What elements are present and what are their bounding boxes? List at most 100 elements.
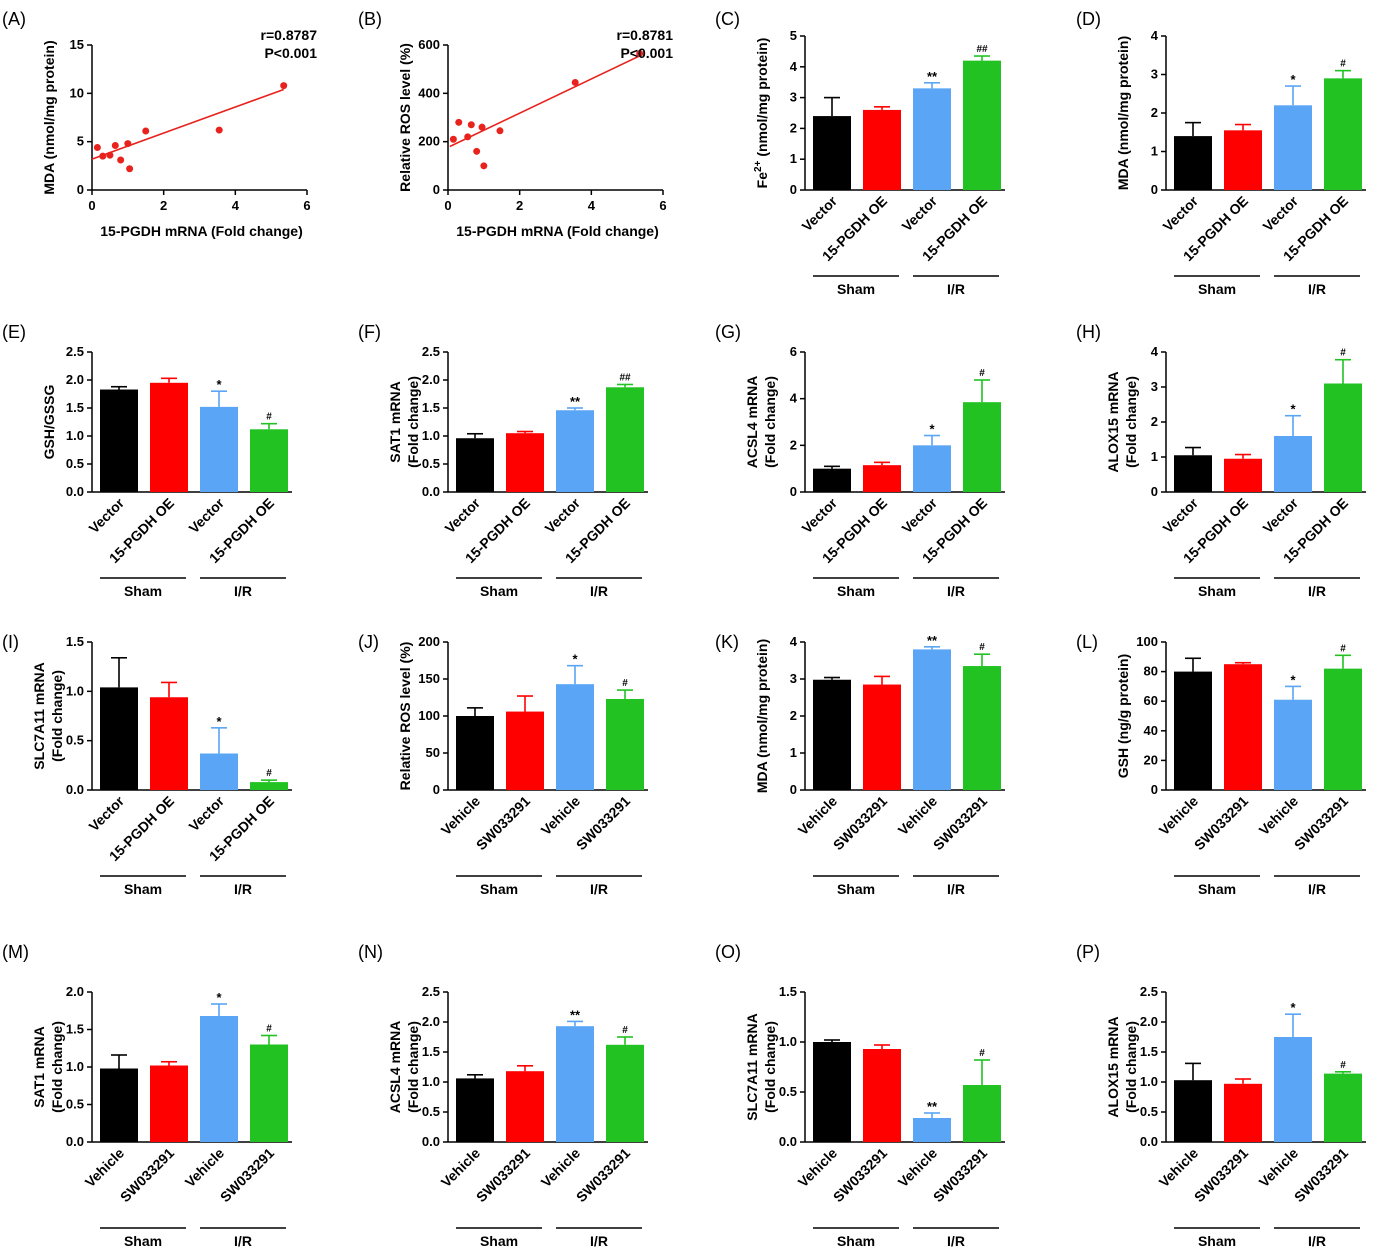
- y-tick-label: 0: [1151, 182, 1158, 197]
- group-label: Sham: [480, 881, 518, 897]
- category-label: SW033291: [930, 1145, 990, 1205]
- y-tick-label: 0: [790, 484, 797, 499]
- group-label: I/R: [234, 1233, 252, 1249]
- svg-text:ACSL4 mRNA: ACSL4 mRNA: [387, 1021, 403, 1114]
- category-label: Vehicle: [1256, 793, 1302, 839]
- category-label: Vector: [186, 792, 228, 834]
- y-tick-label: 20: [1144, 752, 1158, 767]
- category-label: SW033291: [573, 1145, 633, 1205]
- y-tick-label: 4: [1151, 28, 1159, 43]
- svg-text:(Fold change): (Fold change): [49, 1021, 65, 1113]
- bar: [1224, 458, 1262, 492]
- category-label: Vehicle: [795, 1145, 841, 1191]
- group-label: Sham: [124, 583, 162, 599]
- group-label: I/R: [947, 881, 965, 897]
- y-tick-label: 0: [1151, 782, 1158, 797]
- svg-text:Vector: Vector: [1260, 494, 1302, 536]
- y-tick-label: 2.0: [422, 1014, 440, 1029]
- y-tick-label: 0.5: [66, 733, 84, 748]
- panel-letter: (K): [715, 632, 739, 652]
- y-axis-label: ALOX15 mRNA (Fold change): [1105, 1016, 1139, 1117]
- category-label: Vector: [442, 494, 484, 536]
- category-label: Vector: [1260, 494, 1302, 536]
- bar: [963, 1085, 1001, 1142]
- y-tick-label: 0.0: [66, 782, 84, 797]
- y-tick-label: 60: [1144, 693, 1158, 708]
- bar: [913, 445, 951, 492]
- x-axis-label: 15-PGDH mRNA (Fold change): [456, 223, 659, 239]
- category-label: Vector: [1260, 192, 1302, 234]
- svg-text:Vector: Vector: [1260, 192, 1302, 234]
- panel-letter: (P): [1076, 942, 1100, 962]
- svg-text:(Fold change): (Fold change): [1123, 1021, 1139, 1113]
- panel-letter: (B): [358, 9, 382, 29]
- group-label: Sham: [124, 1233, 162, 1249]
- bar: [913, 649, 951, 790]
- svg-text:(Fold change): (Fold change): [405, 1021, 421, 1113]
- y-tick-label: 2.0: [66, 984, 84, 999]
- bar: [456, 716, 494, 790]
- panel-letter: (H): [1076, 322, 1101, 342]
- y-tick-label: 2.5: [1140, 984, 1158, 999]
- significance-mark: #: [266, 768, 272, 779]
- y-tick-label: 200: [418, 634, 440, 649]
- svg-text:Vehicle: Vehicle: [895, 1145, 941, 1191]
- svg-text:Vector: Vector: [186, 494, 228, 536]
- bar: [150, 697, 188, 790]
- significance-mark: #: [1340, 59, 1346, 70]
- svg-text:Vector: Vector: [799, 494, 841, 536]
- category-label: Vector: [799, 192, 841, 234]
- svg-text:GSH (ng/g protein): GSH (ng/g protein): [1115, 654, 1131, 778]
- scatter-point: [99, 152, 107, 160]
- bar: [1224, 130, 1262, 190]
- significance-mark: #: [1340, 348, 1346, 359]
- y-tick-label: 1.0: [422, 1074, 440, 1089]
- category-label: SW033291: [930, 793, 990, 853]
- y-tick-label: 2: [790, 708, 797, 723]
- scatter-point: [215, 126, 223, 134]
- y-tick-label: 2.5: [422, 344, 440, 359]
- bar: [456, 438, 494, 492]
- y-tick-label: 0: [77, 182, 84, 197]
- stat-p: P<0.001: [264, 45, 317, 61]
- y-axis-label: ACSL4 mRNA (Fold change): [387, 1021, 421, 1114]
- group-label: Sham: [1198, 1233, 1236, 1249]
- group-label: I/R: [590, 881, 608, 897]
- scatter-point: [496, 127, 504, 135]
- bar: [200, 1016, 238, 1142]
- group-label: I/R: [1308, 281, 1326, 297]
- y-tick-label: 4: [790, 634, 798, 649]
- y-tick-label: 3: [790, 90, 797, 105]
- category-label: Vector: [542, 494, 584, 536]
- panel-letter: (D): [1076, 9, 1101, 29]
- y-tick-label: 0.0: [422, 1134, 440, 1149]
- group-label: I/R: [1308, 1233, 1326, 1249]
- panel-letter: (N): [358, 942, 383, 962]
- category-label: SW033291: [1291, 793, 1351, 853]
- panel-N: (N) 0.0 0.5 1.0 1.5 2.0 2.5 ACSL4 mRNA (Fold cha…: [358, 942, 648, 1249]
- svg-text:Vehicle: Vehicle: [438, 793, 484, 839]
- scatter-point: [467, 121, 475, 129]
- svg-text:SW033291: SW033291: [573, 1145, 633, 1205]
- bar: [250, 782, 288, 790]
- stat-p: P<0.001: [620, 45, 673, 61]
- y-axis-label: SAT1 mRNA (Fold change): [387, 376, 421, 468]
- scatter-point: [142, 127, 150, 135]
- y-tick-label: 1.5: [66, 1022, 84, 1037]
- category-label: SW033291: [473, 793, 533, 853]
- bar: [913, 1118, 951, 1142]
- x-tick-label: 0: [88, 198, 95, 213]
- significance-mark: #: [622, 1025, 628, 1036]
- y-axis-label: ALOX15 mRNA (Fold change): [1105, 371, 1139, 472]
- group-label: Sham: [1198, 281, 1236, 297]
- significance-mark: #: [266, 412, 272, 423]
- svg-text:Vehicle: Vehicle: [795, 793, 841, 839]
- panel-L: (L) 0 20 40 60 80 100 GSH (ng/g protein) Vehicle…: [1076, 632, 1366, 897]
- y-tick-label: 100: [1136, 634, 1158, 649]
- significance-mark: #: [979, 1048, 985, 1059]
- y-tick-label: 1.5: [422, 400, 440, 415]
